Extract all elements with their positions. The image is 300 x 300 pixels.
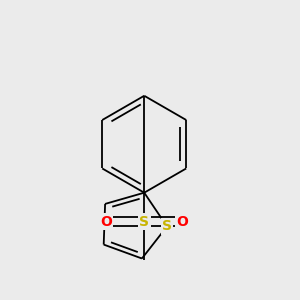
Text: O: O (176, 214, 188, 229)
Text: S: S (162, 219, 172, 233)
Text: O: O (100, 214, 112, 229)
Text: S: S (139, 214, 149, 229)
